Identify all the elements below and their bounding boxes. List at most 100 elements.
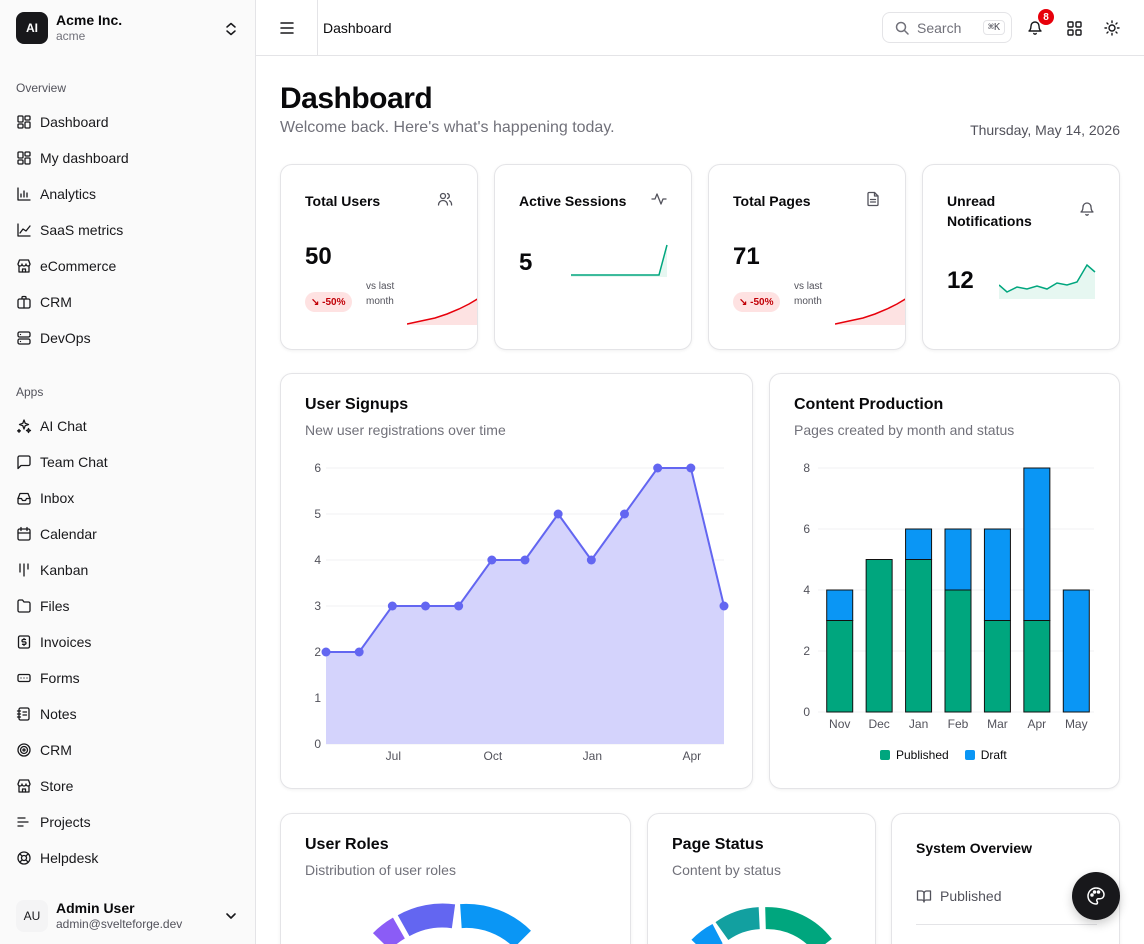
card-title: System Overview bbox=[916, 840, 1032, 856]
stat-value: 12 bbox=[947, 267, 974, 294]
server-icon bbox=[16, 330, 32, 346]
sidebar-item-projects[interactable]: Projects bbox=[0, 804, 255, 840]
sidebar-item-inbox[interactable]: Inbox bbox=[0, 480, 255, 516]
sidebar-item-analytics[interactable]: Analytics bbox=[0, 176, 255, 212]
signups-chart: 0 1 2 3 4 5 6 Jul Oct Jan Apr bbox=[314, 461, 729, 763]
overview-group-label: Overview bbox=[16, 81, 67, 95]
bar-draft bbox=[944, 528, 972, 591]
page-date: Thursday, May 14, 2026 bbox=[970, 122, 1120, 138]
theme-customizer-button[interactable] bbox=[1072, 872, 1120, 920]
x-tick-label: Feb bbox=[948, 717, 969, 731]
sidebar-item-crm[interactable]: CRM bbox=[0, 284, 255, 320]
bar-published bbox=[944, 589, 972, 713]
avatar: AU bbox=[16, 900, 48, 932]
topbar: Dashboard Search ⌘K 8 bbox=[256, 0, 1144, 56]
sidebar-item-devops[interactable]: DevOps bbox=[0, 320, 255, 356]
sidebar-item-invoices[interactable]: Invoices bbox=[0, 624, 255, 660]
y-tick-label: 4 bbox=[314, 553, 321, 567]
layout-dashboard-icon bbox=[16, 114, 32, 130]
data-point bbox=[719, 601, 729, 611]
system-overview-card: System Overview Published bbox=[891, 813, 1120, 944]
data-point bbox=[653, 463, 663, 473]
search-button[interactable]: Search ⌘K bbox=[882, 12, 1012, 43]
status-slice bbox=[715, 907, 761, 941]
production-chart: 0 2 4 6 8 Nov Dec Jan Feb Mar Apr May bbox=[803, 461, 1094, 731]
sidebar-item-saas-metrics[interactable]: SaaS metrics bbox=[0, 212, 255, 248]
sidebar-item-label: Kanban bbox=[40, 562, 89, 578]
y-tick-label: 1 bbox=[314, 691, 321, 705]
roles-slice bbox=[460, 903, 531, 944]
sidebar-item-calendar[interactable]: Calendar bbox=[0, 516, 255, 552]
sidebar-item-helpdesk[interactable]: Helpdesk bbox=[0, 840, 255, 876]
store-icon bbox=[16, 258, 32, 274]
bar-published bbox=[865, 559, 893, 713]
bar-chart-icon bbox=[16, 186, 32, 202]
apps-grid-button[interactable] bbox=[1064, 18, 1084, 38]
sidebar-item-team-chat[interactable]: Team Chat bbox=[0, 444, 255, 480]
data-point bbox=[387, 601, 397, 611]
breadcrumb[interactable]: Dashboard bbox=[323, 19, 392, 36]
list-icon bbox=[16, 814, 32, 830]
sidebar-item-dashboard[interactable]: Dashboard bbox=[0, 104, 255, 140]
bar-draft bbox=[983, 528, 1011, 621]
bell-icon bbox=[1080, 202, 1094, 216]
sidebar-item-forms[interactable]: Forms bbox=[0, 660, 255, 696]
sidebar-item-label: Files bbox=[40, 598, 70, 614]
trend-caption: vs last month bbox=[794, 281, 823, 307]
chevrons-up-down-icon[interactable] bbox=[225, 22, 237, 36]
sidebar-item-label: Projects bbox=[40, 814, 91, 830]
sidebar-item-ecommerce[interactable]: eCommerce bbox=[0, 248, 255, 284]
sidebar-item-files[interactable]: Files bbox=[0, 588, 255, 624]
page-subtitle: Welcome back. Here's what's happening to… bbox=[280, 119, 615, 136]
search-icon bbox=[895, 21, 909, 35]
org-switcher[interactable]: AI Acme Inc. acme bbox=[0, 0, 255, 56]
user-menu[interactable]: AU Admin User admin@svelteforge.dev bbox=[0, 888, 255, 944]
receipt-icon bbox=[16, 634, 32, 650]
sparkline bbox=[999, 263, 1096, 299]
sidebar-item-label: CRM bbox=[40, 742, 72, 758]
notification-count-badge: 8 bbox=[1038, 9, 1054, 25]
y-tick-label: 0 bbox=[803, 705, 810, 719]
stat-title: Total Users bbox=[305, 193, 381, 209]
sidebar-item-my-dashboard[interactable]: My dashboard bbox=[0, 140, 255, 176]
x-tick-label: Jan bbox=[909, 717, 928, 731]
roles-slice bbox=[372, 917, 406, 944]
stat-value: 5 bbox=[519, 249, 533, 276]
sidebar-item-label: Calendar bbox=[40, 526, 97, 542]
x-tick-label: Dec bbox=[868, 717, 889, 731]
file-text-icon bbox=[867, 191, 879, 207]
chevron-down-icon[interactable] bbox=[225, 910, 237, 922]
theme-toggle-button[interactable] bbox=[1102, 18, 1122, 38]
sidebar-item-label: Invoices bbox=[40, 634, 92, 650]
sidebar-item-notes[interactable]: Notes bbox=[0, 696, 255, 732]
legend-published: Published bbox=[896, 748, 949, 762]
x-tick-label: Apr bbox=[682, 749, 701, 763]
area-fill bbox=[326, 468, 724, 744]
roles-donut bbox=[372, 903, 531, 944]
card-subtitle: Distribution of user roles bbox=[305, 862, 456, 878]
sidebar-toggle-button[interactable] bbox=[256, 0, 318, 56]
sidebar-item-label: Analytics bbox=[40, 186, 97, 202]
sidebar-item-ai-chat[interactable]: AI Chat bbox=[0, 408, 255, 444]
data-point bbox=[620, 509, 629, 519]
kanban-icon bbox=[16, 562, 32, 578]
data-point bbox=[454, 601, 464, 611]
roles-slice bbox=[397, 903, 456, 937]
sidebar-item-label: Team Chat bbox=[40, 454, 108, 470]
y-tick-label: 6 bbox=[314, 461, 321, 475]
menu-icon bbox=[279, 21, 294, 34]
trend-badge: ↘ -50% bbox=[305, 292, 352, 312]
sidebar-item-kanban[interactable]: Kanban bbox=[0, 552, 255, 588]
users-icon bbox=[437, 192, 453, 206]
card-subtitle: Pages created by month and status bbox=[794, 422, 1015, 438]
sidebar-item-store[interactable]: Store bbox=[0, 768, 255, 804]
sidebar-item-label: Forms bbox=[40, 670, 80, 686]
store-icon bbox=[16, 778, 32, 794]
life-buoy-icon bbox=[16, 850, 32, 866]
message-square-icon bbox=[16, 454, 32, 470]
notifications-button[interactable]: 8 bbox=[1025, 9, 1054, 38]
bar-published bbox=[826, 620, 854, 713]
sidebar-item-crm[interactable]: CRM bbox=[0, 732, 255, 768]
bar-draft bbox=[826, 589, 854, 621]
sidebar-item-label: eCommerce bbox=[40, 258, 117, 274]
